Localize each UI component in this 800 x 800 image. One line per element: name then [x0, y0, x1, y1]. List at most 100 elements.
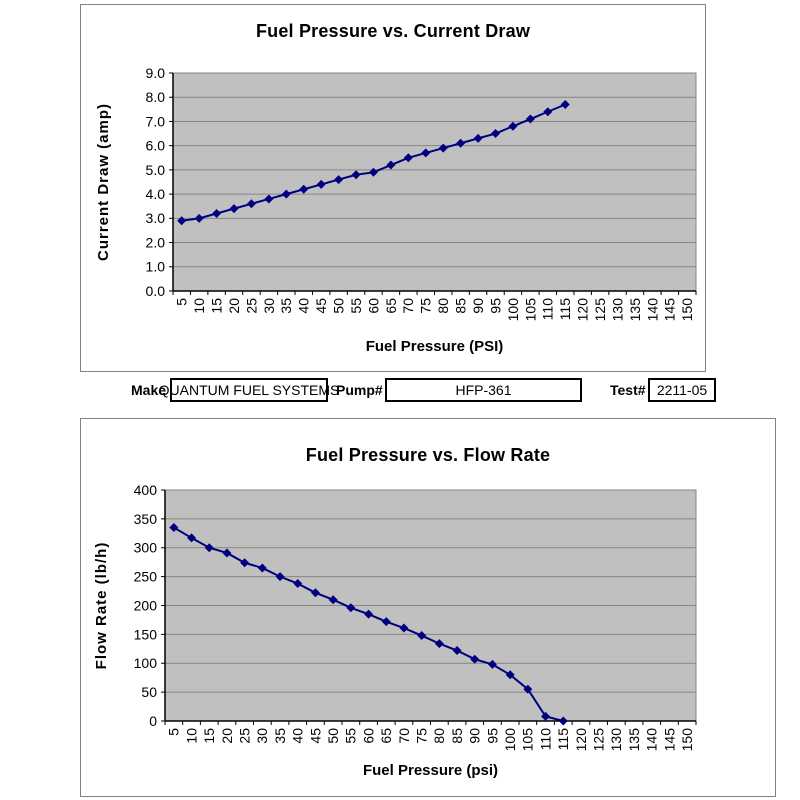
data-point-marker	[525, 114, 535, 124]
data-point-marker	[264, 194, 274, 204]
data-point-marker	[229, 204, 239, 214]
data-point-marker	[293, 579, 303, 589]
x-tick-label: 50	[331, 298, 347, 314]
x-tick-label: 65	[383, 298, 399, 314]
x-tick-label: 140	[644, 298, 660, 322]
data-point-marker	[299, 184, 309, 194]
data-point-marker	[438, 143, 448, 153]
x-tick-label: 120	[575, 298, 591, 322]
x-axis-title: Fuel Pressure (psi)	[363, 762, 498, 779]
data-point-marker	[281, 189, 291, 199]
x-tick-label: 75	[414, 728, 430, 744]
x-tick-label: 25	[237, 728, 253, 744]
x-tick-label: 40	[290, 728, 306, 744]
data-point-marker	[560, 99, 570, 109]
pump-number-label: Pump#	[336, 382, 383, 398]
x-tick-label: 15	[208, 298, 224, 314]
x-tick-label: 65	[378, 728, 394, 744]
data-point-marker	[541, 711, 551, 721]
x-tick-label: 90	[470, 298, 486, 314]
data-point-marker	[177, 216, 187, 226]
data-point-marker	[310, 588, 320, 598]
x-tick-label: 15	[201, 728, 217, 744]
y-tick-label: 300	[134, 540, 158, 556]
data-point-marker	[346, 603, 356, 613]
data-point-marker	[334, 175, 344, 185]
y-tick-label: 4.0	[146, 186, 166, 202]
x-tick-label: 95	[487, 298, 503, 314]
y-tick-label: 3.0	[146, 210, 166, 226]
data-point-marker	[508, 121, 518, 131]
y-axis-title: Current Draw (amp)	[95, 103, 112, 261]
x-tick-label: 55	[343, 728, 359, 744]
x-tick-label: 25	[243, 298, 259, 314]
y-tick-label: 150	[134, 626, 158, 642]
pump-number-field[interactable]: HFP-361	[385, 378, 582, 402]
data-point-marker	[169, 523, 179, 533]
current-draw-plot: 9.08.07.06.05.04.03.02.01.00.05 10 15 20 25 3…	[95, 65, 697, 355]
x-tick-label: 45	[313, 298, 329, 314]
x-tick-label: 20	[226, 298, 242, 314]
x-tick-label: 50	[325, 728, 341, 744]
plot-area	[172, 72, 697, 292]
x-tick-label: 105	[522, 298, 538, 322]
x-tick-label: 100	[505, 298, 521, 322]
x-tick-label: 5	[174, 298, 190, 306]
y-tick-label: 7.0	[146, 113, 166, 129]
data-point-marker	[456, 138, 466, 148]
x-tick-label: 20	[219, 728, 235, 744]
x-tick-label: 80	[431, 728, 447, 744]
data-point-marker	[204, 543, 214, 553]
data-point-marker	[558, 716, 568, 726]
x-tick-label: 110	[540, 298, 556, 321]
x-tick-label: 60	[360, 728, 376, 744]
x-tick-label: 60	[365, 298, 381, 314]
data-point-marker	[417, 631, 427, 641]
data-point-marker	[403, 153, 413, 163]
y-tick-label: 6.0	[146, 138, 166, 154]
x-tick-label: 10	[183, 728, 199, 744]
x-tick-label: 70	[396, 728, 412, 744]
data-point-marker	[470, 654, 480, 664]
x-tick-label: 105	[520, 728, 536, 752]
data-point-marker	[240, 558, 250, 568]
x-tick-label: 100	[502, 728, 518, 752]
test-number-field[interactable]: 2211-05	[648, 378, 716, 402]
x-tick-label: 75	[418, 298, 434, 314]
x-axis-title: Fuel Pressure (PSI)	[366, 338, 504, 355]
x-tick-label: 145	[662, 298, 678, 322]
y-tick-label: 400	[134, 482, 158, 498]
data-point-marker	[246, 199, 256, 209]
x-tick-label: 150	[679, 728, 695, 752]
x-tick-label: 35	[272, 728, 288, 744]
x-tick-label: 55	[348, 298, 364, 314]
data-point-marker	[421, 148, 431, 158]
x-tick-label: 115	[557, 298, 573, 321]
data-point-marker	[368, 167, 378, 177]
data-point-marker	[351, 170, 361, 180]
y-tick-label: 2.0	[146, 234, 166, 250]
y-tick-label: 200	[134, 597, 158, 613]
make-field[interactable]: QUANTUM FUEL SYSTEMS	[159, 378, 339, 402]
current-draw-chart: Fuel Pressure vs. Current Draw 9.0 8.0 7.0…	[80, 4, 706, 372]
x-tick-label: 45	[307, 728, 323, 744]
data-point-marker	[523, 684, 533, 694]
x-tick-label: 30	[261, 298, 277, 314]
x-tick-label: 85	[453, 298, 469, 314]
y-tick-label: 1.0	[146, 259, 166, 275]
x-tick-label: 5	[166, 728, 182, 736]
x-tick-label: 140	[644, 728, 660, 752]
x-tick-label: 70	[400, 298, 416, 314]
x-tick-label: 120	[573, 728, 589, 752]
data-point-marker	[386, 160, 396, 170]
y-tick-label: 0	[149, 713, 157, 729]
data-point-marker	[328, 595, 338, 605]
chart-title: Fuel Pressure vs. Flow Rate	[305, 445, 551, 465]
data-point-marker	[316, 179, 326, 189]
x-tick-label: 90	[467, 728, 483, 744]
x-tick-label: 85	[449, 728, 465, 744]
data-point-marker	[187, 533, 197, 543]
x-tick-label: 150	[679, 298, 695, 322]
y-tick-label: 350	[134, 511, 158, 527]
x-tick-label: 135	[627, 298, 643, 322]
